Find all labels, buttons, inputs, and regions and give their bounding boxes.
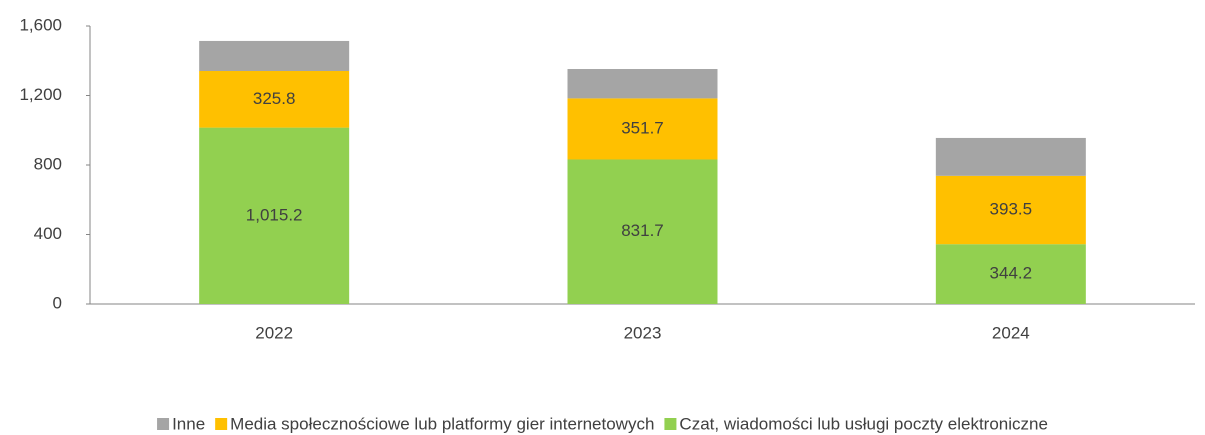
- data-label: 393.5: [990, 199, 1033, 218]
- legend-swatch: [215, 418, 228, 430]
- data-label: 344.2: [990, 264, 1033, 283]
- data-label: 351.7: [621, 118, 664, 137]
- bar-segment: [199, 71, 350, 128]
- y-tick-label: 400: [34, 224, 62, 243]
- bar-segment: [567, 159, 718, 304]
- legend-swatch: [157, 418, 170, 430]
- legend-swatch: [664, 418, 677, 430]
- data-label: 325.8: [253, 89, 296, 108]
- y-tick-label: 1,200: [19, 85, 62, 104]
- y-tick-label: 0: [53, 293, 62, 312]
- data-label: 1,015.2: [246, 205, 303, 224]
- x-tick-label: 2022: [255, 323, 293, 342]
- bar-segment: [935, 244, 1086, 304]
- legend: Inne Media społecznościowe lub platformy …: [157, 414, 1048, 433]
- legend-label: Inne: [172, 414, 205, 433]
- bar-segment: [935, 137, 1086, 176]
- bar-segment: [567, 98, 718, 160]
- y-tick-label: 1,600: [19, 15, 62, 34]
- bar-segment: [935, 175, 1086, 245]
- bar-segment: [199, 40, 350, 72]
- x-tick-label: 2024: [992, 323, 1030, 342]
- legend-label: Czat, wiadomości lub usługi poczty elekt…: [679, 414, 1048, 433]
- x-tick-label: 2023: [624, 323, 662, 342]
- bar-segment: [567, 69, 718, 99]
- legend-label: Media społecznościowe lub platformy gier…: [230, 414, 654, 433]
- bar-segment: [199, 127, 350, 304]
- y-tick-label: 800: [34, 154, 62, 173]
- data-label: 831.7: [621, 221, 664, 240]
